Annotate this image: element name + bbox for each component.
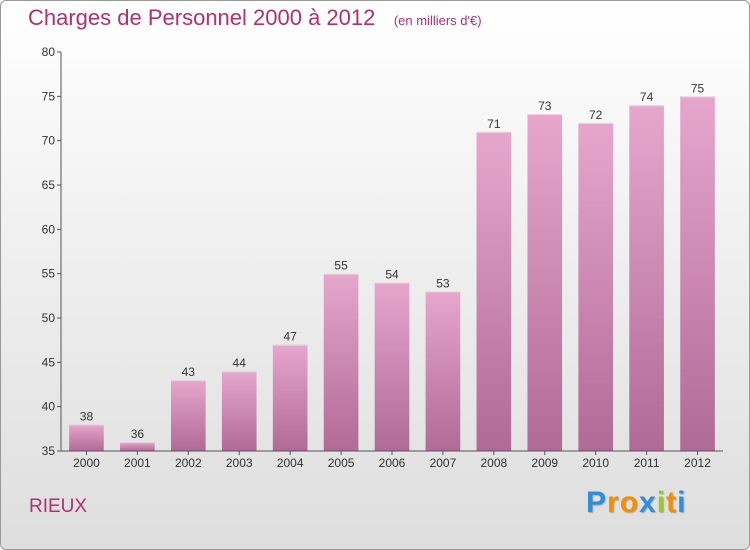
- bars: 38 36 43 44 47 55 54 53 71 73 72 74 75: [69, 81, 715, 452]
- bar-value-label: 74: [640, 90, 654, 104]
- bar: [425, 291, 461, 451]
- logo-letter: P: [586, 486, 608, 519]
- y-tick-label: 80: [42, 45, 56, 59]
- place-name: RIEUX: [29, 496, 88, 517]
- bar-value-label: 38: [80, 409, 94, 423]
- bar-value-label: 55: [334, 259, 348, 273]
- bar-value-label: 75: [691, 81, 705, 95]
- bar: [69, 424, 104, 451]
- bar-value-label: 36: [131, 427, 145, 441]
- chart-header: Charges de Personnel 2000 à 2012 (en mil…: [28, 5, 482, 31]
- bar: [476, 131, 512, 452]
- y-tick-label: 55: [42, 267, 56, 281]
- bar: [221, 371, 257, 451]
- y-tick-label: 70: [42, 134, 56, 148]
- y-tick-label: 45: [42, 355, 56, 369]
- x-tick-label: 2010: [582, 456, 609, 470]
- bar: [527, 114, 563, 452]
- logo-letter: t: [666, 486, 678, 519]
- x-tick-label: 2002: [175, 456, 202, 470]
- bar-value-label: 73: [538, 99, 552, 113]
- x-tick-label: 2009: [531, 456, 558, 470]
- x-tick-label: 2006: [379, 456, 406, 470]
- x-tick-label: 2008: [480, 456, 507, 470]
- logo-letter: r: [607, 486, 620, 519]
- logo-letter: i: [677, 486, 687, 519]
- bar: [170, 380, 206, 451]
- chart-subtitle: (en milliers d'€): [393, 13, 482, 28]
- y-tick-label: 50: [42, 311, 56, 325]
- logo-letter: i: [656, 486, 667, 519]
- proxiti-logo: Proxiti: [586, 486, 686, 520]
- bar: [323, 273, 359, 451]
- x-tick-label: 2000: [73, 456, 100, 470]
- bar: [680, 96, 715, 451]
- y-tick-label: 65: [42, 178, 56, 192]
- bar-value-label: 53: [436, 276, 450, 290]
- bar: [120, 442, 155, 451]
- x-tick-label: 2004: [277, 456, 304, 470]
- y-tick-label: 40: [42, 400, 56, 414]
- y-tick-label: 35: [42, 444, 56, 458]
- y-tick-label: 60: [42, 222, 56, 236]
- x-tick-label: 2003: [226, 456, 253, 470]
- bar-value-label: 44: [233, 356, 247, 370]
- x-axis: 2000 2001 2002 2003 2004 2005 2006 2007 2008 2009…: [61, 450, 723, 470]
- bar-value-label: 54: [385, 268, 399, 282]
- bar-value-label: 72: [589, 108, 603, 122]
- logo-letter: o: [619, 486, 640, 519]
- chart-title: Charges de Personnel 2000 à 2012: [28, 5, 376, 30]
- bar-value-label: 43: [182, 365, 196, 379]
- y-axis: 35 40 45 50 55 60 65 70 75 80: [42, 45, 62, 458]
- y-tick-label: 75: [42, 89, 56, 103]
- bar: [272, 344, 308, 451]
- x-tick-label: 2012: [684, 456, 711, 470]
- bar: [578, 122, 614, 451]
- bar: [374, 282, 410, 451]
- x-tick-label: 2011: [634, 456, 660, 470]
- logo-letter: x: [639, 486, 657, 519]
- x-tick-label: 2007: [430, 456, 457, 470]
- bar: [629, 105, 664, 451]
- bar-value-label: 47: [283, 330, 297, 344]
- bar-value-label: 71: [487, 117, 501, 131]
- x-tick-label: 2005: [328, 456, 355, 470]
- x-tick-label: 2001: [124, 456, 151, 470]
